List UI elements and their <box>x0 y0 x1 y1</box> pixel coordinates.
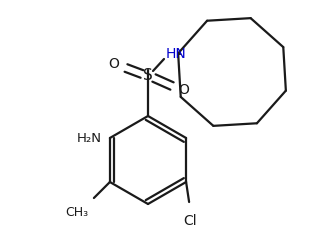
Text: H₂N: H₂N <box>77 132 102 145</box>
Text: CH₃: CH₃ <box>65 206 88 219</box>
Text: S: S <box>143 68 153 83</box>
Text: O: O <box>179 83 189 97</box>
Text: HN: HN <box>166 47 187 61</box>
Text: Cl: Cl <box>183 214 197 228</box>
Text: O: O <box>109 57 119 71</box>
